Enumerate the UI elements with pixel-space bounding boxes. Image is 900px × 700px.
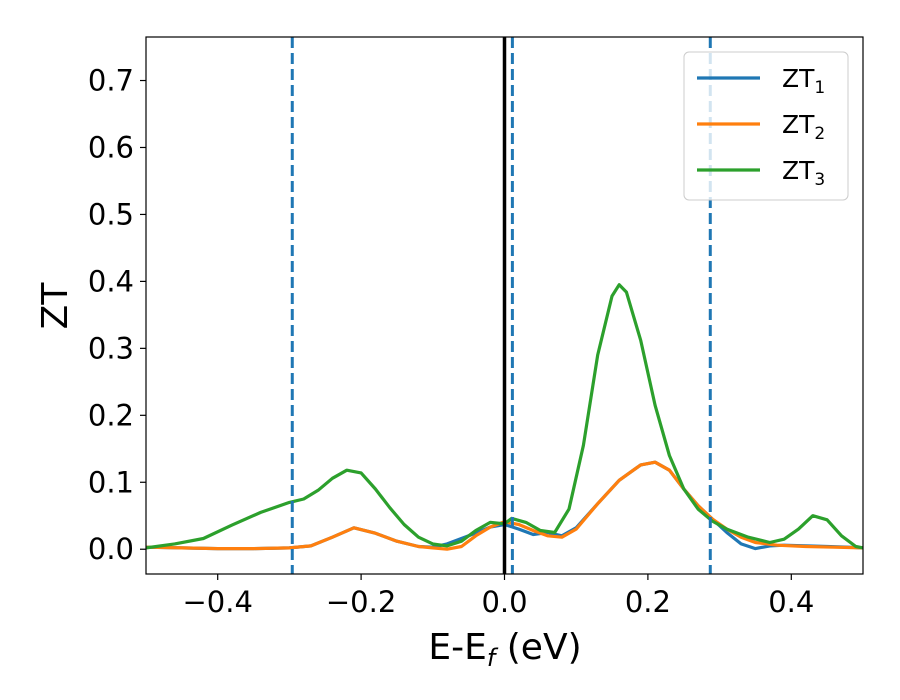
y-tick-label: 0.6 (88, 130, 134, 164)
x-tick-label: −0.4 (182, 585, 252, 619)
x-tick-label: 0.0 (481, 585, 527, 619)
x-axis-title-unit: (eV) (495, 627, 581, 668)
y-tick-label: 0.1 (88, 465, 134, 499)
x-tick-label: 0.4 (768, 585, 814, 619)
legend-box (683, 51, 849, 201)
x-axis-title: E-Ef (eV) (428, 627, 581, 672)
y-tick-label: 0.3 (88, 331, 134, 365)
legend: ZT1 ZT2 ZT3 (683, 51, 849, 201)
legend-label-zt3: ZT3 (782, 156, 825, 190)
y-axis-title: ZT (35, 282, 76, 330)
y-tick-label: 0.7 (88, 64, 134, 98)
x-axis-ticks: −0.4 −0.2 0.0 0.2 0.4 (182, 574, 814, 619)
legend-label-zt1: ZT1 (782, 64, 825, 98)
x-tick-label: 0.2 (625, 585, 671, 619)
y-tick-label: 0.5 (88, 197, 134, 231)
y-tick-label: 0.0 (88, 532, 134, 566)
x-tick-label: −0.2 (326, 585, 396, 619)
y-tick-label: 0.4 (88, 264, 134, 298)
series-line-zt3 (146, 283, 863, 550)
legend-label-zt2: ZT2 (782, 110, 825, 144)
y-tick-label: 0.2 (88, 398, 134, 432)
y-axis-ticks: 0.0 0.1 0.2 0.3 0.4 0.5 0.6 0.7 (88, 64, 146, 566)
